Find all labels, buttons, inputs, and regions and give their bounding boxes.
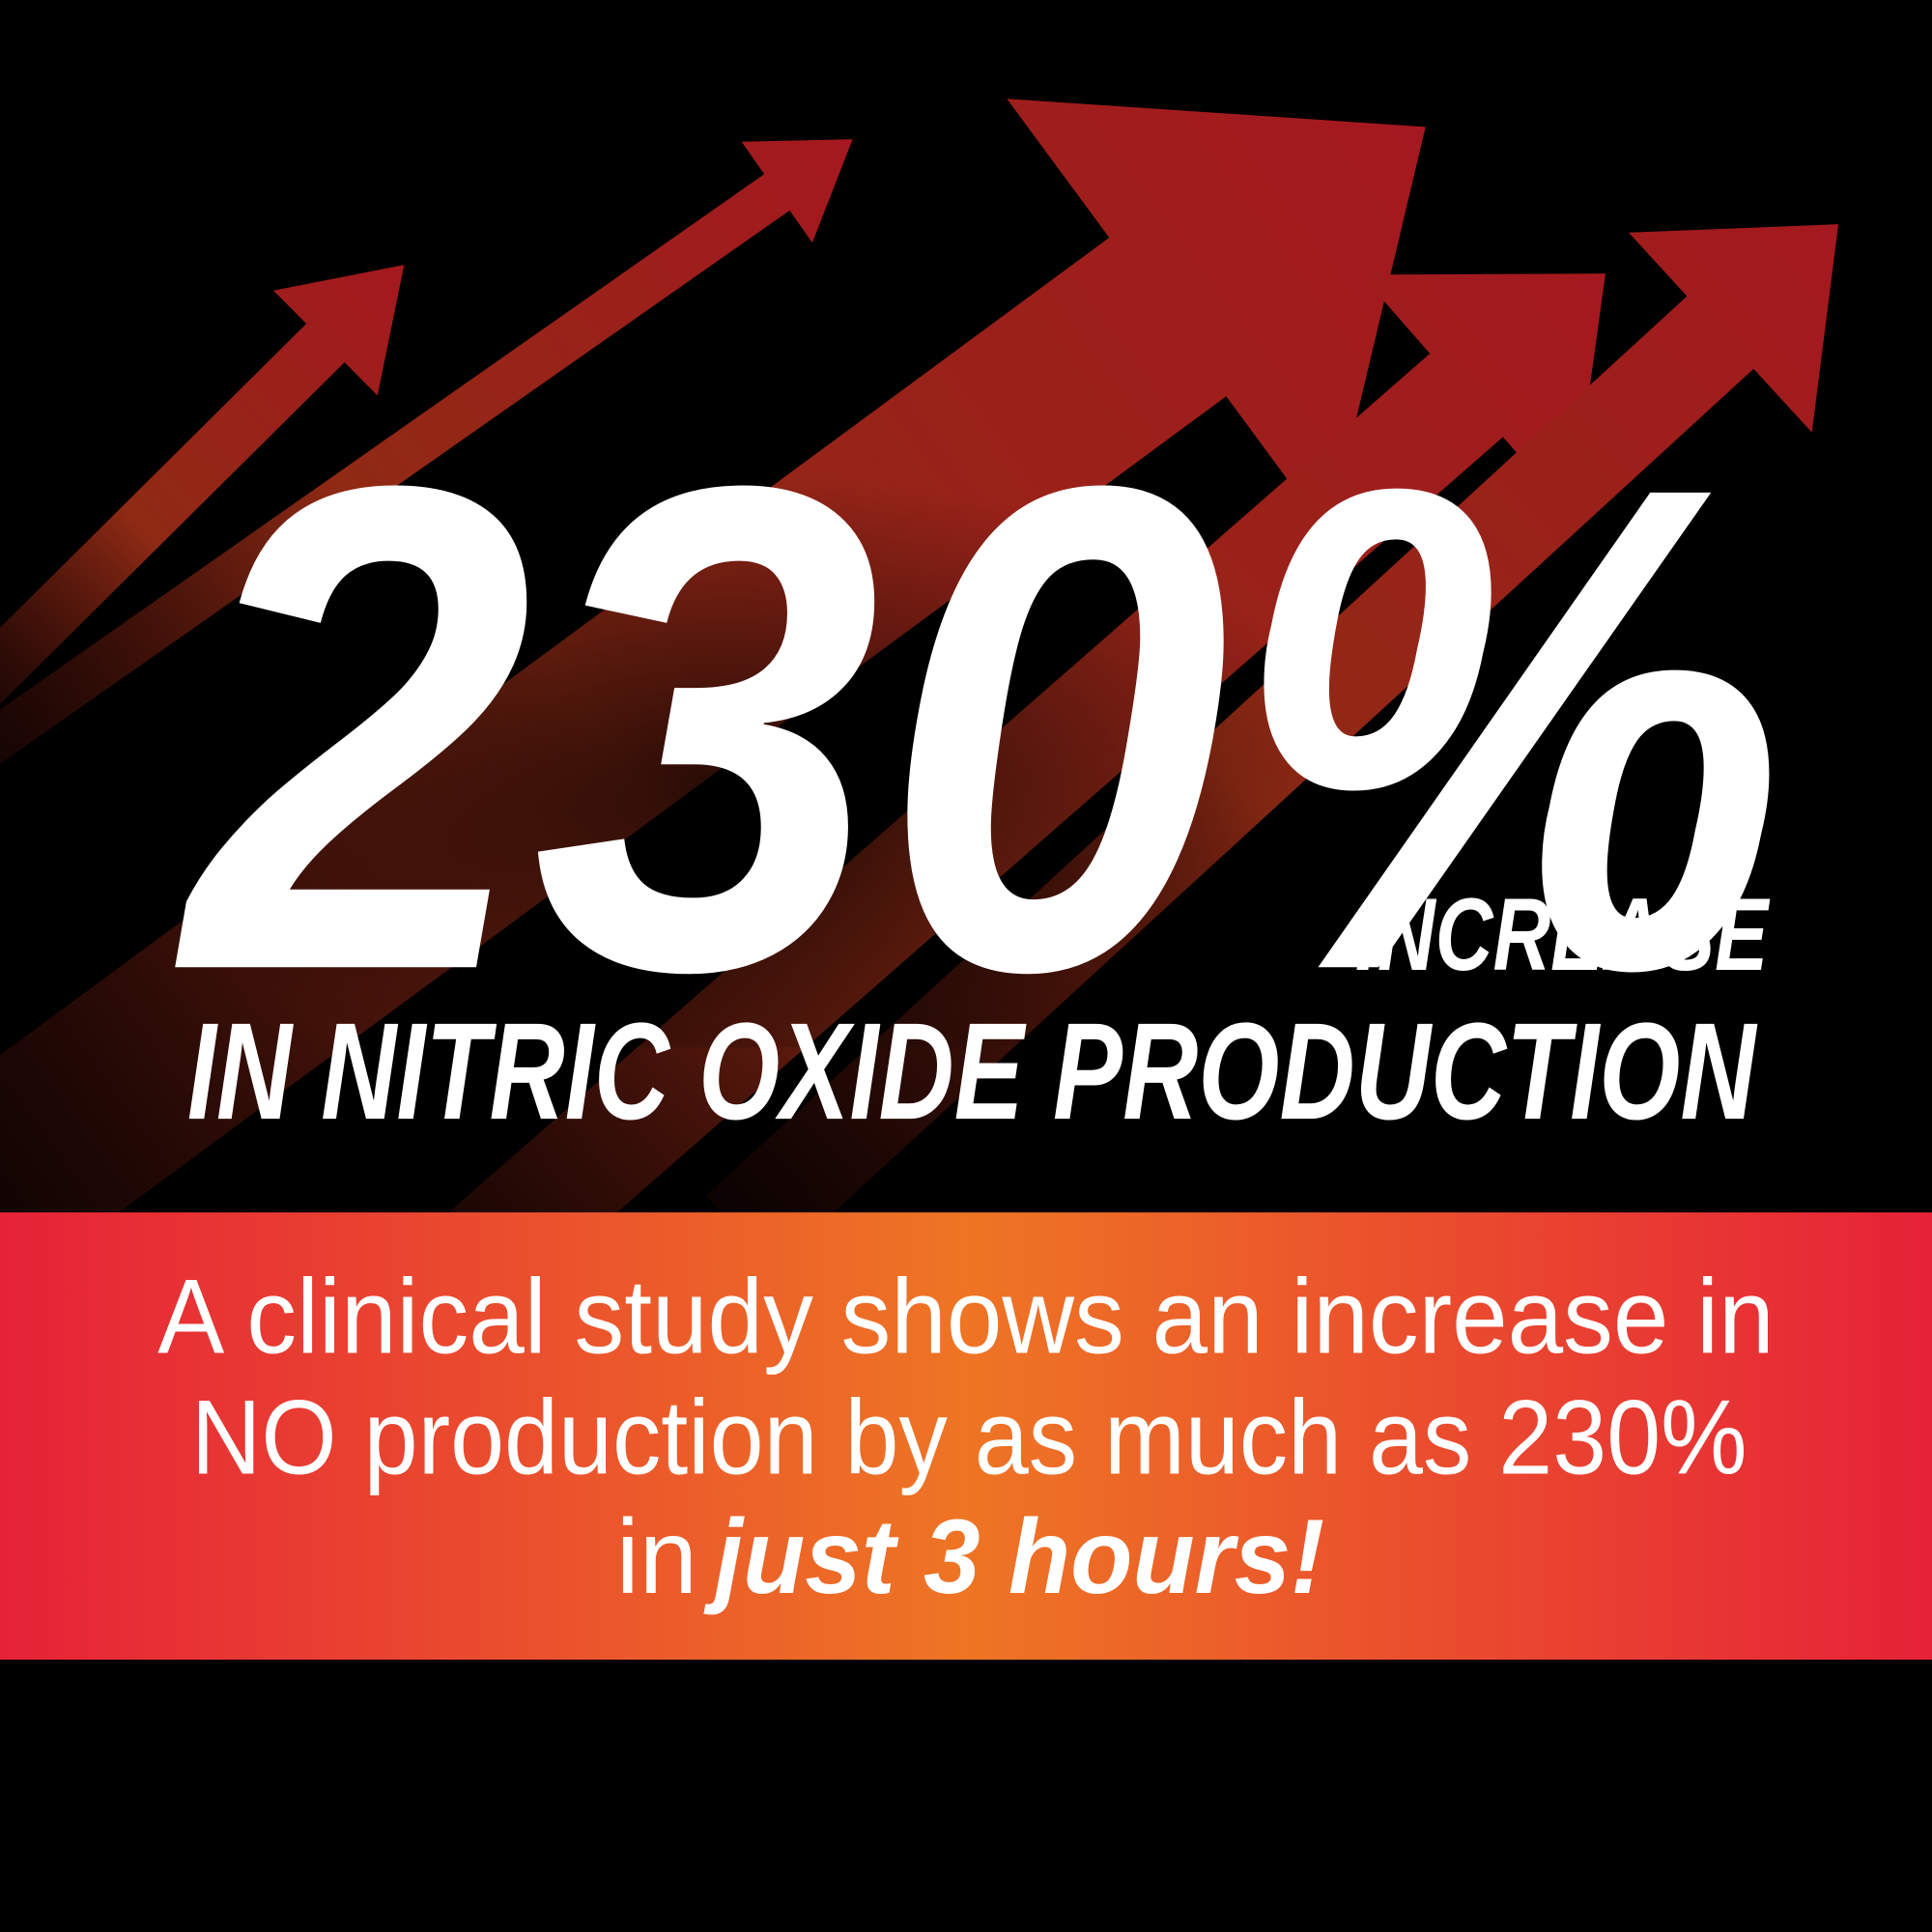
banner-emphasis: just 3 hours! xyxy=(703,1498,1324,1616)
banner-line: A clinical study shows an increase in xyxy=(157,1259,1774,1377)
headline-subtitle: IN NITRIC OXIDE PRODUCTION xyxy=(187,995,1758,1149)
banner-line: in xyxy=(616,1498,697,1616)
banner-line: NO production by as much as 230% xyxy=(191,1379,1747,1497)
headline-label: INCREASE xyxy=(1355,876,1771,992)
headline-figure: 230% xyxy=(175,343,1786,1114)
shade xyxy=(185,406,1417,1048)
arrow xyxy=(0,265,405,759)
banner xyxy=(0,1212,1932,1661)
